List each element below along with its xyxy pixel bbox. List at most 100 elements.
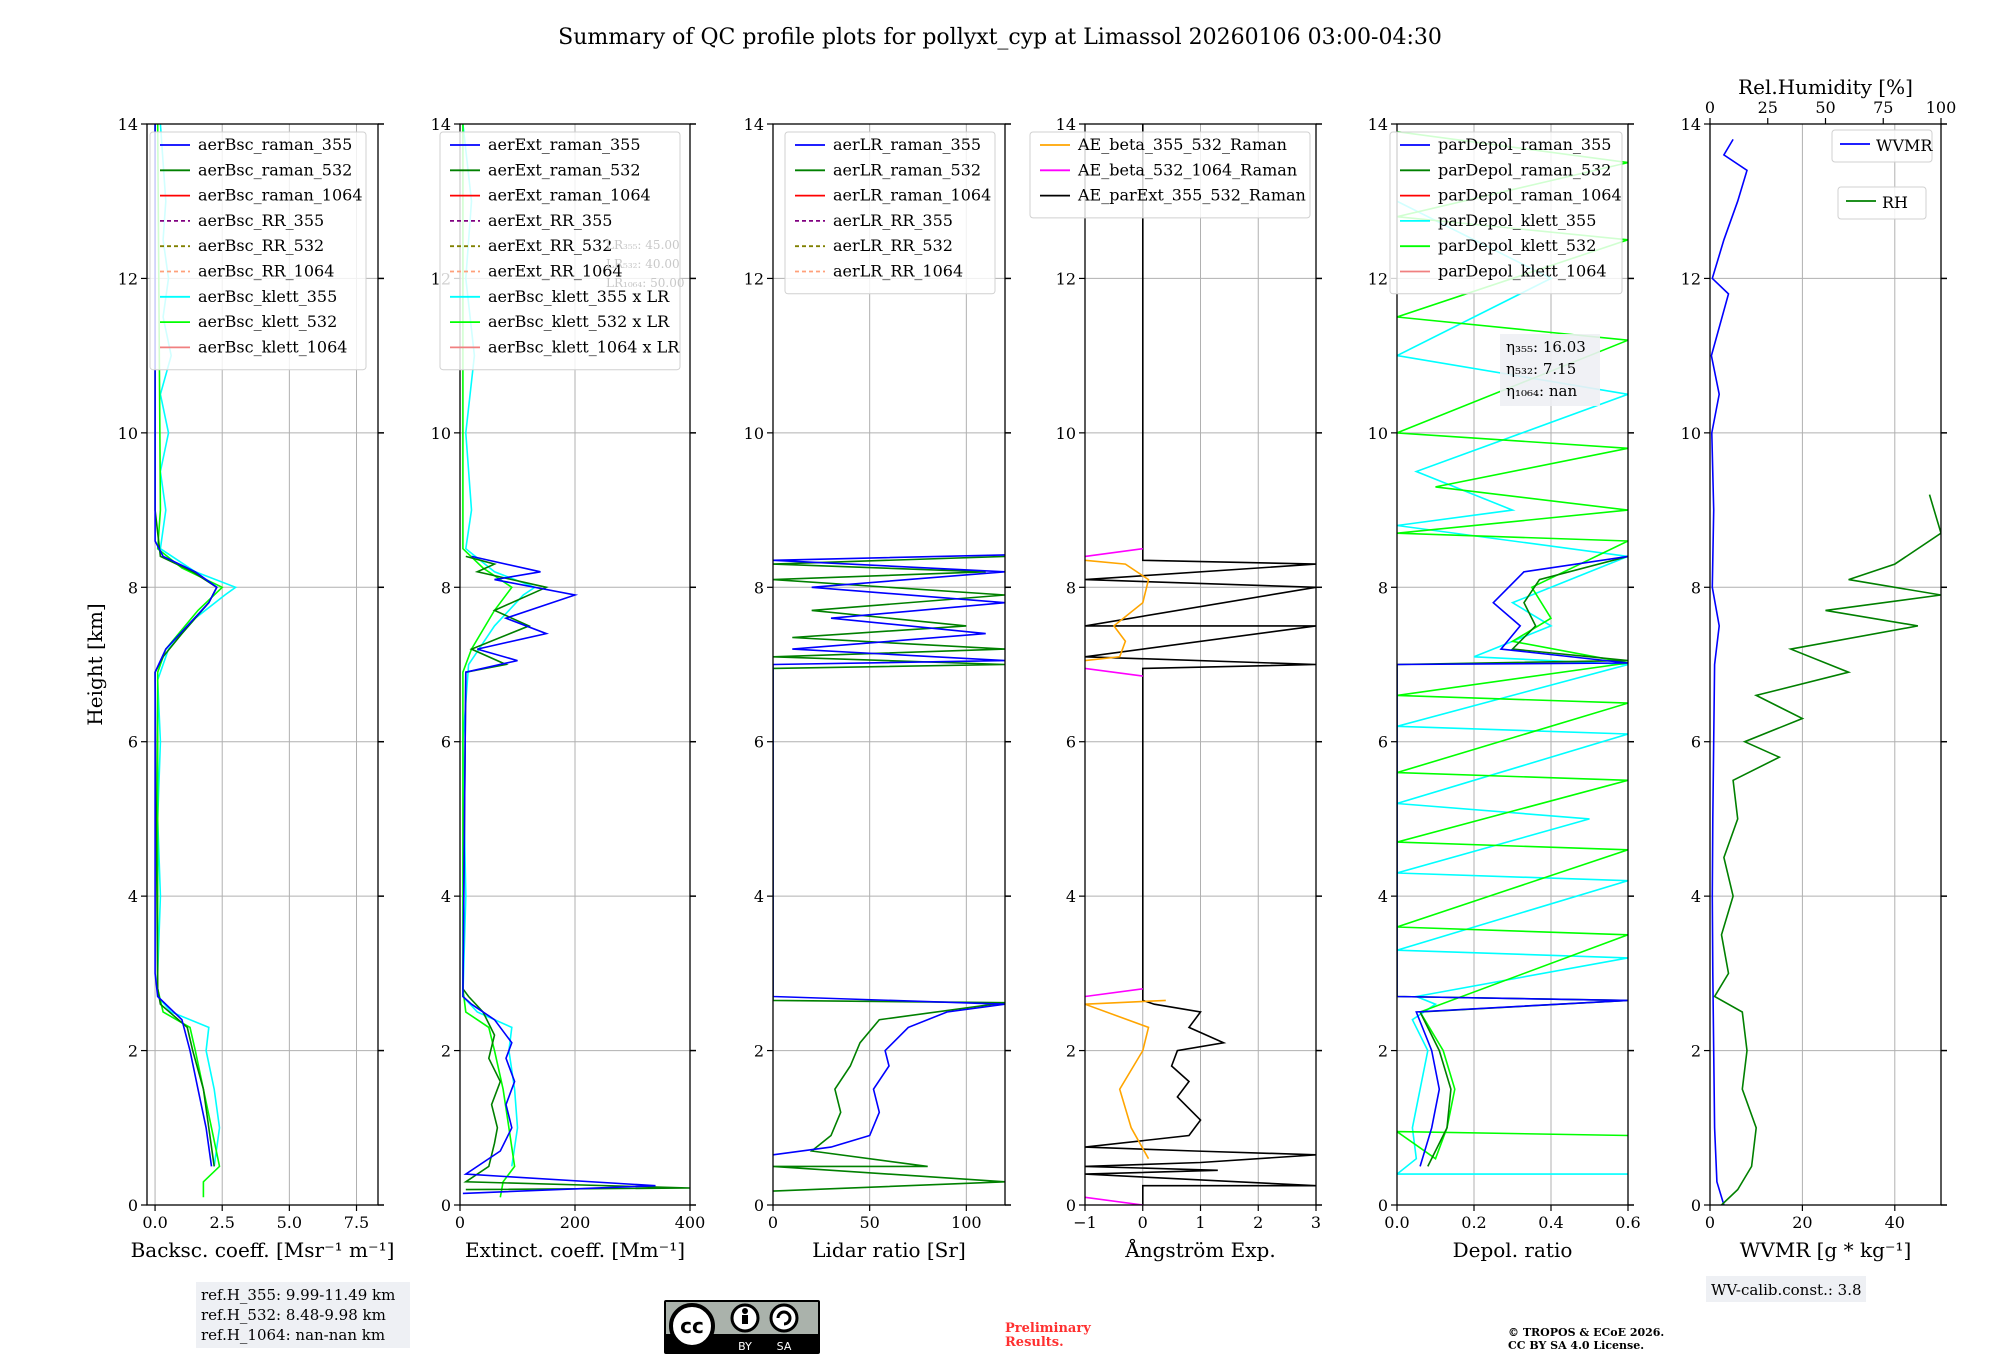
y-tick-label: 14 [744, 115, 764, 134]
series-line-aerLR_raman_532 [773, 555, 1005, 1192]
top-axis-label: Rel.Humidity [%] [1738, 75, 1913, 99]
x-axis-label: Lidar ratio [Sr] [812, 1238, 966, 1262]
x-tick-label: 0 [455, 1213, 465, 1232]
series-line-parDepol_raman_355 [1397, 555, 1628, 1167]
y-tick-label: 10 [1056, 424, 1076, 443]
x-axis-label: Depol. ratio [1453, 1238, 1573, 1262]
cc-sa-label: SA [777, 1340, 792, 1353]
legend-label: RH [1882, 193, 1908, 212]
panel-lr: 0 50 100 0 2 4 6 8 10 12 14 Lidar ratio [Sr] aerLR_r… [744, 115, 1011, 1262]
legend-label: AE_parExt_355_532_Raman [1077, 186, 1306, 205]
y-tick-label: 4 [1066, 887, 1076, 906]
preliminary-line1: Preliminary [1005, 1321, 1091, 1336]
legend: aerExt_raman_355 aerExt_raman_532 aerExt_r… [439, 131, 681, 371]
eta-note: η₃₅₅: 16.03 [1506, 338, 1586, 356]
copyright-line1: © TROPOS & ECoE 2026. [1508, 1326, 1664, 1339]
y-tick-label: 2 [128, 1042, 138, 1061]
top-tick-label: 25 [1758, 98, 1778, 117]
x-axis-label: Extinct. coeff. [Mm⁻¹] [465, 1238, 685, 1262]
y-tick-label: 8 [1691, 578, 1701, 597]
legend-label: aerExt_RR_1064 [488, 262, 623, 281]
series-line-aerBsc_klett_355 x LR [462, 124, 537, 1167]
x-axis-label: Ångström Exp. [1124, 1237, 1275, 1262]
legend-label: aerBsc_RR_532 [198, 236, 324, 255]
x-tick-label: 40 [1885, 1213, 1905, 1232]
y-tick-label: 14 [1681, 115, 1701, 134]
series-line-AE_beta_532_1064_Raman_c [1085, 667, 1143, 677]
series-line-parDepol_klett_532 [1397, 130, 1628, 1160]
preliminary-line2: Results. [1005, 1335, 1064, 1350]
y-tick-label: 6 [754, 733, 764, 752]
x-tick-label: 0.0 [1384, 1213, 1409, 1232]
plot-frame [772, 123, 1006, 1206]
y-tick-label: 12 [1368, 269, 1388, 288]
x-tick-label: 20 [1792, 1213, 1812, 1232]
x-tick-label: 2.5 [209, 1213, 234, 1232]
x-tick-label: 1 [1195, 1213, 1205, 1232]
legend-label: parDepol_raman_1064 [1438, 186, 1622, 205]
legend-label: aerBsc_klett_532 [198, 312, 337, 331]
legend: aerLR_raman_355 aerLR_raman_532 aerLR_rama… [784, 131, 996, 295]
legend-label: parDepol_raman_532 [1438, 160, 1611, 179]
x-tick-label: 0.4 [1538, 1213, 1563, 1232]
y-tick-label: 12 [1056, 269, 1076, 288]
series-line-AE_beta_532_1064_Raman [1085, 1196, 1143, 1205]
series-line-aerBsc_raman_355 [154, 124, 218, 1167]
panel-wv: 0 20 40 0 2 4 6 8 10 12 14 WVMR [g * kg⁻¹] 0 25 50 75 10… [1681, 75, 1957, 1262]
y-tick-label: 6 [1378, 733, 1388, 752]
y-tick-label: 4 [754, 887, 764, 906]
legend: parDepol_raman_355 parDepol_raman_532 parD… [1389, 131, 1623, 295]
legend-label: aerExt_RR_532 [488, 236, 612, 255]
y-tick-label: 10 [431, 424, 451, 443]
eta-note: η₅₃₂: 7.15 [1506, 360, 1576, 378]
y-tick-label: 14 [118, 115, 138, 134]
legend: AE_beta_355_532_Raman AE_beta_532_1064_Ra… [1029, 131, 1311, 219]
y-axis-label: Height [km] [83, 603, 107, 725]
y-tick-label: 2 [441, 1042, 451, 1061]
plot-frame [146, 123, 379, 1206]
y-tick-label: 0 [1066, 1196, 1076, 1215]
series-line-RH [1713, 494, 1941, 1205]
ref-height-box: ref.H_355: 9.99-11.49 km ref.H_532: 8.48… [196, 1282, 410, 1348]
legend-label: aerLR_RR_532 [833, 236, 953, 255]
panel-bsc: 0.0 2.5 5.0 7.5 0 2 4 6 8 10 12 14 Backsc. coeff. [M… [83, 115, 394, 1262]
series-line-AE_beta_355_532_Raman_upper [1085, 559, 1150, 662]
y-tick-label: 12 [1681, 269, 1701, 288]
x-tick-label: −1 [1073, 1213, 1097, 1232]
series-line-aerExt_raman_532 [462, 555, 690, 1191]
lr-note: LR₅₃₂: 40.00 [606, 257, 680, 271]
y-tick-label: 2 [754, 1042, 764, 1061]
y-tick-label: 8 [128, 578, 138, 597]
legend-label: AE_beta_532_1064_Raman [1077, 160, 1297, 179]
legend-label: aerExt_raman_1064 [488, 186, 651, 205]
legend-label: aerExt_RR_355 [488, 211, 612, 230]
ref-h-532: ref.H_532: 8.48-9.98 km [201, 1306, 386, 1324]
y-tick-label: 2 [1691, 1042, 1701, 1061]
cc-by-label: BY [738, 1340, 752, 1353]
y-tick-label: 0 [128, 1196, 138, 1215]
plot-frame [1396, 123, 1629, 1206]
legend: aerBsc_raman_355 aerBsc_raman_532 aerBsc_r… [149, 131, 367, 371]
legend-label: aerLR_raman_355 [833, 135, 981, 154]
series-line-aerBsc_klett_532 x LR [462, 124, 516, 1198]
y-tick-label: 12 [118, 269, 138, 288]
x-axis-label: Backsc. coeff. [Msr⁻¹ m⁻¹] [131, 1238, 395, 1262]
x-tick-label: 3 [1311, 1213, 1321, 1232]
legend: RH [1837, 186, 1927, 220]
y-tick-label: 10 [1368, 424, 1388, 443]
x-tick-label: 400 [675, 1213, 706, 1232]
panel-ext: 020040002468101214Extinct. coeff. [Mm⁻¹]… [431, 115, 706, 1262]
series-line-parDepol_klett_355 [1397, 200, 1628, 1175]
x-tick-label: 100 [951, 1213, 982, 1232]
x-axis-label: WVMR [g * kg⁻¹] [1740, 1238, 1912, 1262]
y-tick-label: 2 [1378, 1042, 1388, 1061]
wv-calib-text: WV-calib.const.: 3.8 [1711, 1281, 1862, 1299]
x-tick-label: 5.0 [277, 1213, 302, 1232]
y-tick-label: 14 [431, 115, 451, 134]
lr-note: LR₁₀₆₄: 50.00 [606, 276, 684, 290]
x-tick-label: 50 [859, 1213, 879, 1232]
y-tick-label: 6 [1066, 733, 1076, 752]
wv-calib-box: WV-calib.const.: 3.8 [1706, 1276, 1866, 1302]
